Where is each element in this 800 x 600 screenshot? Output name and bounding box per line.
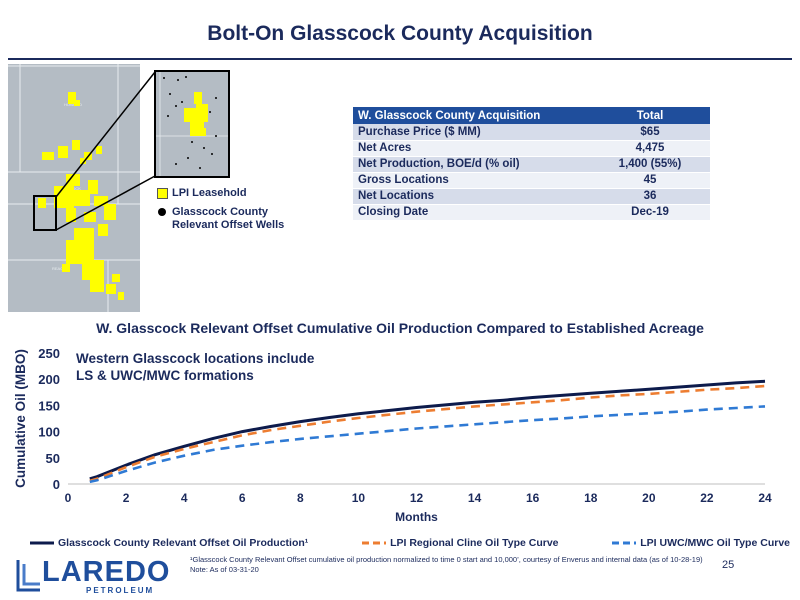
row-label: Net Acres: [353, 140, 590, 157]
x-tick-label: 12: [410, 491, 424, 505]
table-row: Gross Locations 45: [353, 172, 710, 189]
row-value: 45: [590, 172, 710, 189]
page-title: Bolt-On Glasscock County Acquisition: [207, 22, 593, 45]
row-value: 4,475: [590, 140, 710, 157]
map-inset: [154, 70, 230, 178]
x-tick-label: 4: [181, 491, 188, 505]
inset-leasehold: [184, 92, 208, 136]
legend-item-uwc: LPI UWC/MWC Oil Type Curve: [612, 537, 790, 549]
logo-wordmark: LAREDO: [42, 556, 171, 588]
logo-mark-icon: [16, 560, 40, 592]
row-value: 36: [590, 188, 710, 205]
solid-line-icon: [30, 541, 54, 545]
legend-leasehold: LPI Leasehold: [157, 187, 297, 200]
x-tick-label: 16: [526, 491, 540, 505]
x-tick-label: 0: [65, 491, 72, 505]
row-label: Gross Locations: [353, 172, 590, 189]
series-cline-line: [89, 384, 766, 483]
x-tick-label: 18: [584, 491, 598, 505]
well-dot-icon: [158, 208, 166, 216]
table-row: Net Production, BOE/d (% oil) 1,400 (55%…: [353, 156, 710, 173]
y-tick-label: 100: [38, 425, 60, 440]
chart-note-line2: LS & UWC/MWC formations: [76, 368, 254, 383]
y-tick-label: 0: [53, 477, 60, 492]
row-label: Net Production, BOE/d (% oil): [353, 156, 590, 173]
table-row: Purchase Price ($ MM) $65: [353, 124, 710, 141]
footnote-date: Note: As of 03-31-20: [190, 564, 259, 574]
legend-item-offset: Glasscock County Relevant Offset Oil Pro…: [30, 537, 308, 549]
table-row: Net Acres 4,475: [353, 140, 710, 157]
footnote-source: ¹Glasscock County Relevant Offset cumula…: [190, 555, 703, 564]
table-header-total: Total: [590, 107, 710, 124]
x-tick-label: 6: [239, 491, 246, 505]
table-header-label: W. Glasscock County Acquisition: [353, 107, 590, 124]
y-tick-label: 200: [38, 372, 60, 387]
table-header-row: W. Glasscock County Acquisition Total: [353, 107, 710, 124]
row-label: Purchase Price ($ MM): [353, 124, 590, 141]
y-tick-label: 250: [38, 346, 60, 361]
chart-note-line1: Western Glasscock locations include: [76, 351, 315, 366]
dashed-blue-line-icon: [612, 541, 637, 545]
footnote: ¹Glasscock County Relevant Offset cumula…: [190, 555, 710, 574]
x-tick-label: 14: [468, 491, 482, 505]
legend-item-cline: LPI Regional Cline Oil Type Curve: [362, 537, 559, 549]
dashed-orange-line-icon: [362, 541, 387, 545]
logo-subtitle: PETROLEUM: [86, 586, 155, 595]
legend-leasehold-label: LPI Leasehold: [172, 187, 247, 199]
x-tick-label: 2: [123, 491, 130, 505]
x-tick-label: 22: [700, 491, 714, 505]
reagan-label: REAGAN: [52, 266, 69, 271]
row-label: Closing Date: [353, 204, 590, 221]
row-value: 1,400 (55%): [590, 156, 710, 173]
x-tick-label: 8: [297, 491, 304, 505]
map-legend: LPI Leasehold Glasscock County Relevant …: [157, 187, 297, 238]
y-axis-title: Cumulative Oil (MBO): [13, 349, 28, 488]
legend-offset-wells: Glasscock County Relevant Offset Wells: [157, 206, 297, 232]
y-tick-label: 150: [38, 398, 60, 413]
table-row: Closing Date Dec-19: [353, 204, 710, 221]
chart-title: W. Glasscock Relevant Offset Cumulative …: [96, 320, 704, 336]
row-value: Dec-19: [590, 204, 710, 221]
county-map: HOWARD GLASSCOCK REAGAN: [8, 64, 140, 312]
series-offset-line: [89, 379, 766, 481]
x-tick-label: 10: [352, 491, 366, 505]
legend-series-1: LPI Regional Cline Oil Type Curve: [390, 537, 559, 549]
page-number: 25: [722, 559, 735, 571]
inset-offset-wells: [163, 76, 217, 169]
chart-legend: Glasscock County Relevant Offset Oil Pro…: [30, 537, 790, 549]
y-tick-label: 50: [46, 451, 60, 466]
acquisition-table: W. Glasscock County Acquisition Total Pu…: [353, 107, 710, 221]
legend-series-2: LPI UWC/MWC Oil Type Curve: [640, 537, 790, 549]
row-value: $65: [590, 124, 710, 141]
table-row: Net Locations 36: [353, 188, 710, 205]
row-label: Net Locations: [353, 188, 590, 205]
series-uwc-line: [89, 405, 766, 484]
x-axis-title: Months: [395, 510, 438, 524]
x-tick-label: 20: [642, 491, 656, 505]
legend-series-0: Glasscock County Relevant Offset Oil Pro…: [58, 537, 309, 549]
leasehold-swatch-icon: [157, 188, 168, 199]
legend-offset-wells-label: Glasscock County Relevant Offset Wells: [172, 206, 285, 231]
title-divider: [8, 58, 792, 60]
chart-annotation: Western Glasscock locations include LS &…: [76, 350, 336, 384]
x-tick-label: 24: [758, 491, 772, 505]
laredo-logo: LAREDO PETROLEUM: [14, 556, 184, 596]
